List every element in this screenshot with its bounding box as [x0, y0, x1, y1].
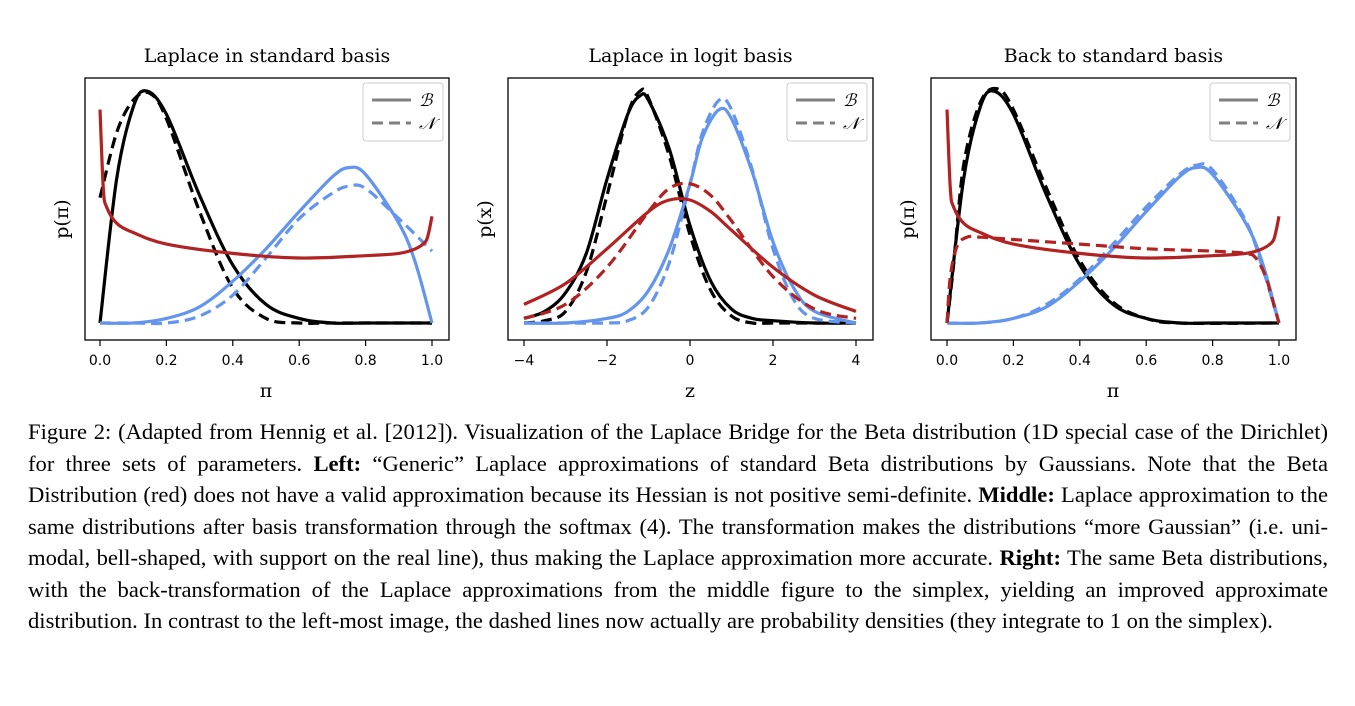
- series-line-5: [98, 109, 434, 260]
- y-axis-label: p(x): [474, 200, 496, 238]
- caption-text-2: “Generic” Laplace approximations of stan…: [28, 450, 1329, 508]
- legend: ℬ𝒩: [786, 82, 868, 142]
- y-axis-label: p(π): [51, 199, 73, 238]
- series-line-2: [98, 90, 432, 325]
- series-line-3: [946, 165, 1281, 325]
- plot-frame: [84, 77, 450, 341]
- x-tick-label: 0.8: [1201, 353, 1223, 369]
- x-tick-label: 4: [852, 353, 861, 369]
- series-line-5: [523, 196, 857, 313]
- legend-label: ℬ: [843, 91, 858, 111]
- legend: ℬ𝒩: [362, 82, 444, 142]
- figure: Laplace in standard basis 0.0 0.2 0.4 0.6 0.8…: [51, 45, 1297, 402]
- x-tick-label: 0.0: [89, 353, 111, 369]
- legend-box: [786, 82, 868, 142]
- panel-title: Back to standard basis: [1004, 45, 1223, 67]
- panel-title: Laplace in logit basis: [588, 45, 792, 67]
- series-line-4: [524, 96, 857, 325]
- series-line-6: [523, 181, 857, 320]
- figure-caption: Figure 2: (Adapted from Hennig et al. [2…: [28, 416, 1328, 637]
- x-tick-label: 0.2: [1002, 353, 1024, 369]
- series-group: [523, 87, 857, 326]
- x-tick-label: 2: [769, 353, 778, 369]
- legend-box: [1209, 82, 1291, 142]
- caption-right-label: Right:: [999, 545, 1061, 570]
- legend-box: [362, 82, 444, 142]
- y-axis-label: p(π): [897, 199, 919, 238]
- series-group: [945, 86, 1281, 325]
- x-axis-label: π: [260, 380, 273, 402]
- series-line-4: [946, 162, 1281, 325]
- series-line-2: [945, 86, 1280, 325]
- panel-2: Laplace in logit basis −4 −2 0 2 4 z p(x) ℬ𝒩: [474, 45, 874, 402]
- caption-text-3: Laplace approximation to the same distri…: [28, 482, 1328, 570]
- x-tick-label: 1.0: [1268, 353, 1290, 369]
- x-tick-label: 1.0: [421, 353, 443, 369]
- x-tick-label: 0.6: [288, 353, 310, 369]
- series-line-3: [99, 165, 434, 325]
- series-line-6: [945, 234, 1281, 324]
- x-axis-label: z: [685, 380, 695, 402]
- caption-left-label: Left:: [313, 450, 362, 476]
- legend-label: ℬ: [419, 91, 434, 111]
- caption-text-1: (Adapted from Hennig et al. [2012]). Vis…: [28, 419, 1328, 476]
- caption-text-4: The same Beta distributions, with the ba…: [28, 545, 1328, 633]
- panel-3: Back to standard basis 0.0 0.2 0.4 0.6 0.8 1.0…: [897, 45, 1297, 402]
- series-group: [98, 89, 434, 326]
- panel-1: Laplace in standard basis 0.0 0.2 0.4 0.6 0.8…: [51, 45, 450, 402]
- x-tick-label: 0: [686, 353, 695, 369]
- x-tick-label: 0.0: [936, 353, 958, 369]
- x-tick-label: −2: [597, 353, 618, 369]
- x-tick-label: 0.6: [1135, 353, 1157, 369]
- x-tick-label: 0.4: [1069, 353, 1091, 369]
- legend-label: ℬ: [1266, 91, 1281, 111]
- x-tick-label: 0.4: [222, 353, 244, 369]
- x-axis-label: π: [1107, 380, 1120, 402]
- caption-label: Figure 2:: [28, 419, 112, 444]
- legend: ℬ𝒩: [1209, 82, 1291, 142]
- x-tick-label: 0.8: [354, 353, 376, 369]
- x-tick-label: −4: [514, 353, 535, 369]
- series-line-2: [523, 87, 856, 326]
- panel-title: Laplace in standard basis: [144, 45, 391, 67]
- caption-middle-label: Middle:: [978, 482, 1055, 507]
- plot-frame: [930, 77, 1297, 341]
- series-line-5: [945, 109, 1281, 260]
- x-tick-label: 0.2: [155, 353, 177, 369]
